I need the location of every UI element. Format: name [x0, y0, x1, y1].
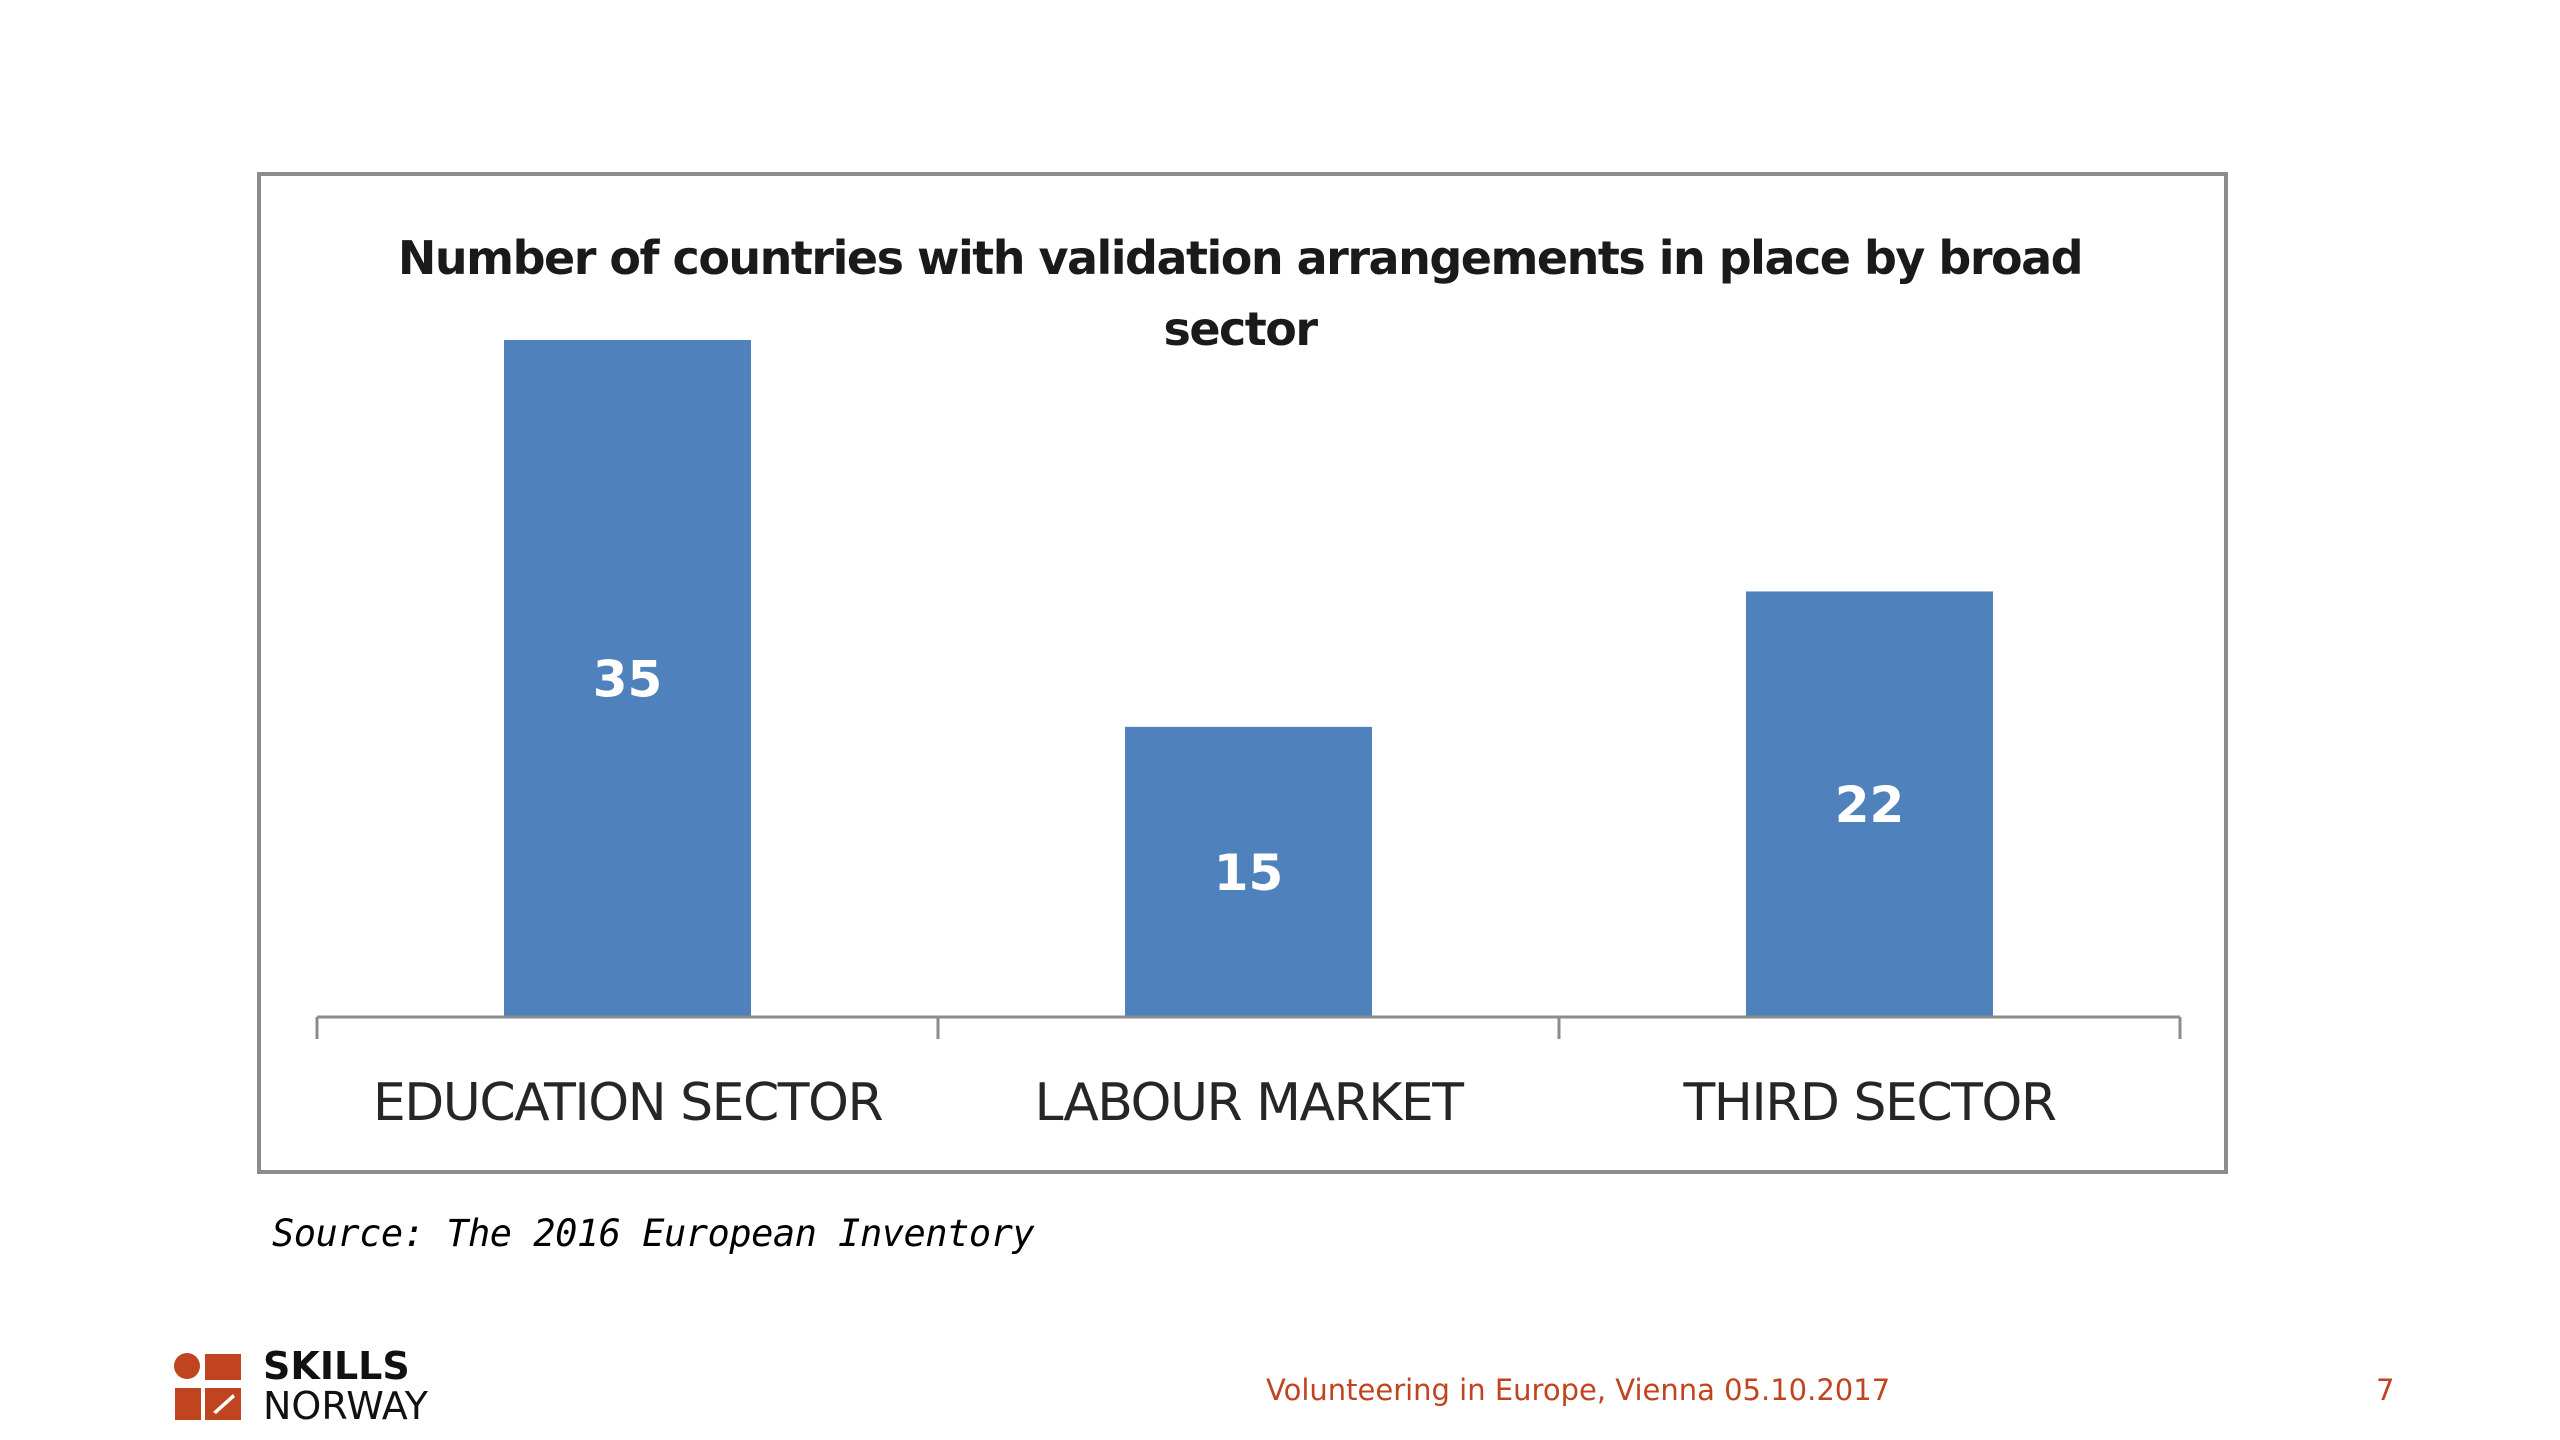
x-tick-label-2: THIRD SECTOR: [1683, 1073, 2056, 1133]
chart-title-line-1: Number of countries with validation arra…: [398, 231, 2082, 285]
x-axis: [315, 1015, 2182, 1039]
x-tick-label-0: EDUCATION SECTOR: [373, 1073, 883, 1133]
source-note: Source: The 2016 European Inventory: [272, 1212, 1035, 1255]
x-tick-labels-group: EDUCATION SECTOR LABOUR MARKET THIRD SECTO…: [373, 1073, 2057, 1133]
brand-name-line-2: NORWAY: [263, 1384, 428, 1428]
data-label-2: 22: [1835, 776, 1905, 834]
skills-norway-logo-icon: [174, 1353, 241, 1420]
data-labels-group: 35 15 22: [593, 651, 1905, 902]
brand-name-line-1: SKILLS: [263, 1344, 410, 1388]
data-label-1: 15: [1214, 844, 1284, 902]
bars-group: [504, 340, 1993, 1017]
bar-2: [1746, 591, 1993, 1017]
x-tick-label-1: LABOUR MARKET: [1035, 1073, 1465, 1133]
footer-event-text: Volunteering in Europe, Vienna 05.10.201…: [1266, 1373, 1891, 1407]
page-number: 7: [2376, 1373, 2395, 1407]
bar-1: [1125, 726, 1372, 1017]
chart-title-line-2: sector: [1163, 302, 1318, 356]
data-label-0: 35: [593, 651, 663, 709]
bar-0: [504, 340, 751, 1017]
